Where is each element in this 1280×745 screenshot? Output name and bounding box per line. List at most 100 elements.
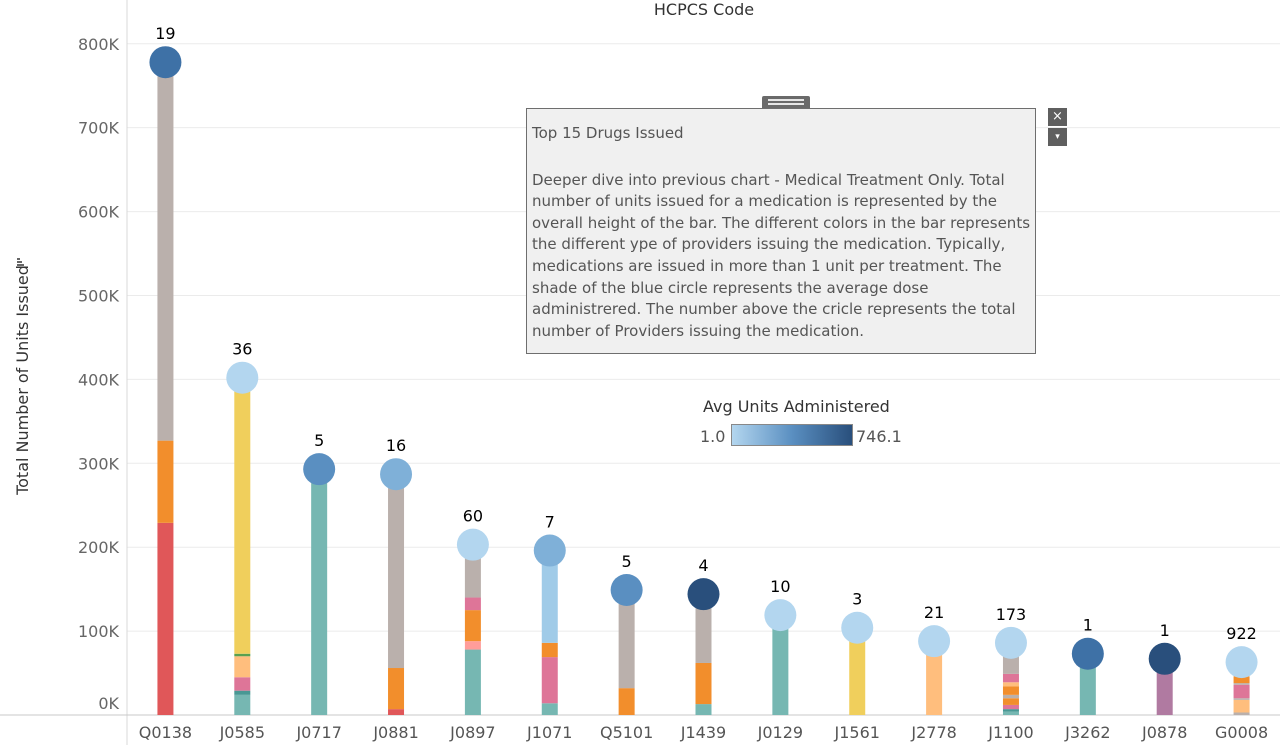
bar-segment[interactable] [618,589,635,689]
avg-units-circle[interactable] [994,626,1027,659]
bar-group[interactable]: 60 [456,507,489,715]
bar-segment[interactable] [234,377,251,654]
bar-group[interactable]: 10 [764,577,797,715]
bar-segment[interactable] [1002,694,1019,699]
bar-segment[interactable] [1233,712,1250,715]
bar-group[interactable]: 1 [1071,616,1104,715]
bar-group[interactable]: 16 [380,436,413,715]
bar-segment[interactable] [695,594,712,663]
avg-units-circle[interactable] [1071,637,1104,670]
bar-segment[interactable] [1002,711,1019,715]
bar-segment[interactable] [1233,698,1250,700]
bar-segment[interactable] [1002,709,1019,712]
x-tick-label: J0717 [295,723,341,742]
bar-group[interactable]: 4 [687,556,720,715]
bar-segment[interactable] [388,668,405,710]
avg-units-circle[interactable] [380,458,413,491]
chevron-down-icon[interactable]: ▾ [1048,128,1067,146]
provider-count-label: 922 [1226,624,1257,643]
bar-segment[interactable] [849,627,866,715]
provider-count-label: 19 [155,24,175,43]
avg-units-circle[interactable] [610,573,643,606]
bar-group[interactable]: 5 [303,431,336,715]
avg-units-circle[interactable] [918,625,951,658]
avg-units-circle[interactable] [841,611,874,644]
provider-count-label: 4 [698,556,708,575]
y-tick-label: 400K [78,370,120,389]
bar-segment[interactable] [541,550,558,643]
close-icon[interactable]: × [1048,108,1067,126]
avg-units-circle[interactable] [1148,642,1181,675]
bar-segment[interactable] [541,657,558,704]
avg-units-circle[interactable] [303,453,336,486]
bar-segment[interactable] [1002,698,1019,705]
bar-segment[interactable] [234,690,251,695]
bar-group[interactable]: 5 [610,552,643,715]
bar-segment[interactable] [1002,673,1019,683]
avg-units-circle[interactable] [456,528,489,561]
bar-segment[interactable] [772,615,789,715]
provider-count-label: 10 [770,577,790,596]
bar-segment[interactable] [541,642,558,658]
x-tick-label: J1071 [526,723,572,742]
bar-group[interactable]: 36 [226,340,259,715]
bar-segment[interactable] [157,522,174,715]
x-tick-label: J1100 [987,723,1033,742]
annotation-tooltip: Top 15 Drugs Issued Deeper dive into pre… [526,108,1036,354]
bar-segment[interactable] [541,703,558,715]
y-tick-label: 500K [78,286,120,305]
bar-segment[interactable] [1002,704,1019,710]
provider-count-label: 1 [1160,621,1170,640]
bar-group[interactable]: 922 [1225,624,1258,715]
y-axis: 0K 100K 200K 300K 400K 500K 600K 700K 800K [78,35,120,713]
bar-group[interactable]: 3 [841,590,874,715]
bar-group[interactable]: 21 [918,603,951,715]
bar-segment[interactable] [695,662,712,705]
x-tick-label: J1439 [680,723,726,742]
tooltip-body: Deeper dive into previous chart - Medica… [532,170,1031,340]
x-tick-label: Q0138 [139,723,192,742]
bar-segment[interactable] [311,469,328,715]
bar-segment[interactable] [464,641,481,650]
x-tick-label: J0878 [1141,723,1187,742]
bar-segment[interactable] [695,704,712,715]
avg-units-circle[interactable] [533,534,566,567]
tooltip-drag-handle[interactable] [762,96,810,108]
avg-units-circle[interactable] [226,361,259,394]
bar-segment[interactable] [1002,682,1019,687]
bar-segment[interactable] [234,653,251,657]
bar-segment[interactable] [157,440,174,523]
bar-segment[interactable] [1002,686,1019,695]
y-tick-label: 700K [78,119,120,138]
bar-segment[interactable] [1233,676,1250,684]
bar-segment[interactable] [388,474,405,669]
bar-segment[interactable] [234,677,251,691]
bar-group[interactable]: 173 [994,605,1027,715]
bar-segment[interactable] [157,62,174,441]
bar-segment[interactable] [1233,683,1250,685]
bar-segment[interactable] [464,649,481,715]
bar-group[interactable]: 19 [149,24,182,715]
provider-count-label: 3 [852,590,862,609]
bar-segment[interactable] [388,709,405,715]
avg-units-circle[interactable] [149,46,182,79]
bar-segment[interactable] [618,688,635,715]
bar-segment[interactable] [1233,684,1250,699]
tooltip-title: Top 15 Drugs Issued [532,124,684,142]
avg-units-circle[interactable] [764,599,797,632]
bar-segment[interactable] [926,641,943,715]
bar-segment[interactable] [1233,699,1250,713]
provider-count-label: 1 [1083,616,1093,635]
bar-group[interactable]: 7 [533,513,566,715]
sort-icon[interactable] [17,258,24,266]
provider-count-label: 173 [996,605,1027,624]
bar-group[interactable]: 1 [1148,621,1181,715]
avg-units-circle[interactable] [1225,646,1258,679]
bar-segment[interactable] [234,656,251,678]
avg-units-circle[interactable] [687,578,720,611]
bar-segment[interactable] [464,597,481,611]
bar-segment[interactable] [464,610,481,642]
bar-segment[interactable] [234,694,251,715]
x-tick-label: Q5101 [600,723,653,742]
